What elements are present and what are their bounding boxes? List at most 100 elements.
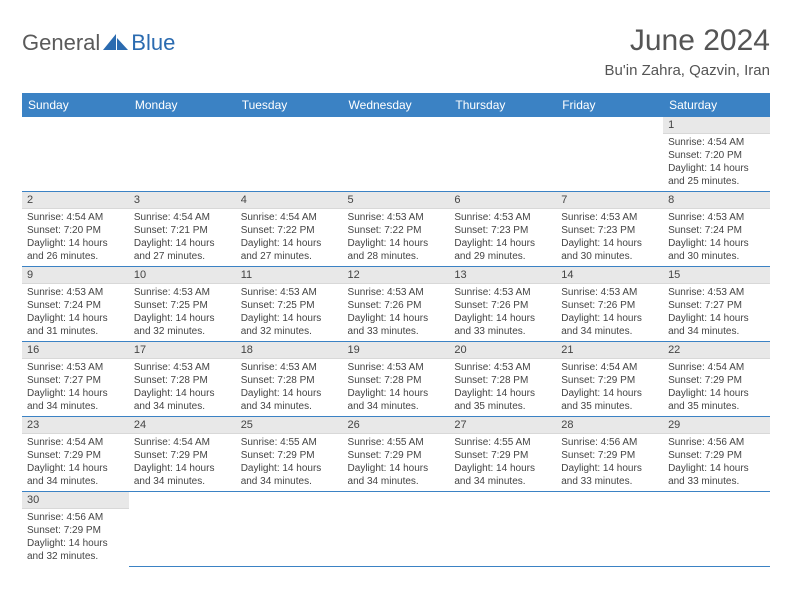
calendar-cell: 20Sunrise: 4:53 AMSunset: 7:28 PMDayligh…	[449, 342, 556, 417]
calendar-cell: 6Sunrise: 4:53 AMSunset: 7:23 PMDaylight…	[449, 192, 556, 267]
calendar-cell: 24Sunrise: 4:54 AMSunset: 7:29 PMDayligh…	[129, 417, 236, 492]
day-details: Sunrise: 4:53 AMSunset: 7:28 PMDaylight:…	[343, 359, 450, 416]
calendar-cell-empty	[22, 117, 129, 192]
logo-text-blue: Blue	[131, 30, 175, 56]
day-details: Sunrise: 4:53 AMSunset: 7:28 PMDaylight:…	[449, 359, 556, 416]
day-number: 17	[129, 342, 236, 359]
day-number: 23	[22, 417, 129, 434]
calendar-table: SundayMondayTuesdayWednesdayThursdayFrid…	[22, 93, 770, 567]
day-details: Sunrise: 4:54 AMSunset: 7:29 PMDaylight:…	[556, 359, 663, 416]
day-number: 7	[556, 192, 663, 209]
weekday-header: Tuesday	[236, 93, 343, 117]
day-number: 14	[556, 267, 663, 284]
day-number: 25	[236, 417, 343, 434]
day-details: Sunrise: 4:55 AMSunset: 7:29 PMDaylight:…	[449, 434, 556, 491]
calendar-cell: 22Sunrise: 4:54 AMSunset: 7:29 PMDayligh…	[663, 342, 770, 417]
day-details: Sunrise: 4:54 AMSunset: 7:20 PMDaylight:…	[22, 209, 129, 266]
calendar-cell: 28Sunrise: 4:56 AMSunset: 7:29 PMDayligh…	[556, 417, 663, 492]
calendar-cell: 11Sunrise: 4:53 AMSunset: 7:25 PMDayligh…	[236, 267, 343, 342]
day-number: 4	[236, 192, 343, 209]
calendar-row: 30Sunrise: 4:56 AMSunset: 7:29 PMDayligh…	[22, 492, 770, 567]
logo: General Blue	[22, 30, 175, 56]
calendar-cell-empty	[449, 117, 556, 192]
weekday-header: Wednesday	[343, 93, 450, 117]
calendar-cell: 23Sunrise: 4:54 AMSunset: 7:29 PMDayligh…	[22, 417, 129, 492]
calendar-cell: 26Sunrise: 4:55 AMSunset: 7:29 PMDayligh…	[343, 417, 450, 492]
day-number: 18	[236, 342, 343, 359]
calendar-cell-empty	[129, 117, 236, 192]
calendar-cell: 7Sunrise: 4:53 AMSunset: 7:23 PMDaylight…	[556, 192, 663, 267]
calendar-cell: 4Sunrise: 4:54 AMSunset: 7:22 PMDaylight…	[236, 192, 343, 267]
day-details: Sunrise: 4:54 AMSunset: 7:29 PMDaylight:…	[129, 434, 236, 491]
day-number: 12	[343, 267, 450, 284]
day-number: 26	[343, 417, 450, 434]
calendar-cell: 30Sunrise: 4:56 AMSunset: 7:29 PMDayligh…	[22, 492, 129, 567]
day-number: 5	[343, 192, 450, 209]
calendar-cell: 15Sunrise: 4:53 AMSunset: 7:27 PMDayligh…	[663, 267, 770, 342]
calendar-cell: 27Sunrise: 4:55 AMSunset: 7:29 PMDayligh…	[449, 417, 556, 492]
day-details: Sunrise: 4:53 AMSunset: 7:25 PMDaylight:…	[129, 284, 236, 341]
calendar-cell: 1Sunrise: 4:54 AMSunset: 7:20 PMDaylight…	[663, 117, 770, 192]
day-number: 30	[22, 492, 129, 509]
day-details: Sunrise: 4:56 AMSunset: 7:29 PMDaylight:…	[556, 434, 663, 491]
location: Bu'in Zahra, Qazvin, Iran	[605, 62, 770, 79]
day-details: Sunrise: 4:53 AMSunset: 7:25 PMDaylight:…	[236, 284, 343, 341]
day-details: Sunrise: 4:53 AMSunset: 7:26 PMDaylight:…	[556, 284, 663, 341]
logo-sail-icon	[103, 33, 129, 51]
weekday-header: Sunday	[22, 93, 129, 117]
calendar-cell: 25Sunrise: 4:55 AMSunset: 7:29 PMDayligh…	[236, 417, 343, 492]
calendar-cell: 13Sunrise: 4:53 AMSunset: 7:26 PMDayligh…	[449, 267, 556, 342]
day-number: 20	[449, 342, 556, 359]
day-details: Sunrise: 4:53 AMSunset: 7:27 PMDaylight:…	[663, 284, 770, 341]
calendar-cell-empty	[343, 117, 450, 192]
day-number: 3	[129, 192, 236, 209]
title-block: June 2024 Bu'in Zahra, Qazvin, Iran	[605, 24, 770, 79]
day-details: Sunrise: 4:55 AMSunset: 7:29 PMDaylight:…	[343, 434, 450, 491]
day-number: 13	[449, 267, 556, 284]
weekday-header: Friday	[556, 93, 663, 117]
day-details: Sunrise: 4:53 AMSunset: 7:24 PMDaylight:…	[22, 284, 129, 341]
day-details: Sunrise: 4:54 AMSunset: 7:20 PMDaylight:…	[663, 134, 770, 191]
day-number: 8	[663, 192, 770, 209]
day-number: 10	[129, 267, 236, 284]
day-details: Sunrise: 4:53 AMSunset: 7:22 PMDaylight:…	[343, 209, 450, 266]
calendar-cell: 21Sunrise: 4:54 AMSunset: 7:29 PMDayligh…	[556, 342, 663, 417]
weekday-header-row: SundayMondayTuesdayWednesdayThursdayFrid…	[22, 93, 770, 117]
calendar-row: 1Sunrise: 4:54 AMSunset: 7:20 PMDaylight…	[22, 117, 770, 192]
calendar-cell-empty	[236, 492, 343, 567]
calendar-row: 9Sunrise: 4:53 AMSunset: 7:24 PMDaylight…	[22, 267, 770, 342]
calendar-cell-empty	[556, 117, 663, 192]
day-number: 1	[663, 117, 770, 134]
day-details: Sunrise: 4:53 AMSunset: 7:28 PMDaylight:…	[129, 359, 236, 416]
day-number: 21	[556, 342, 663, 359]
calendar-cell-empty	[129, 492, 236, 567]
calendar-cell: 17Sunrise: 4:53 AMSunset: 7:28 PMDayligh…	[129, 342, 236, 417]
calendar-cell: 5Sunrise: 4:53 AMSunset: 7:22 PMDaylight…	[343, 192, 450, 267]
month-title: June 2024	[605, 24, 770, 58]
calendar-cell: 3Sunrise: 4:54 AMSunset: 7:21 PMDaylight…	[129, 192, 236, 267]
day-number: 22	[663, 342, 770, 359]
day-number: 27	[449, 417, 556, 434]
day-number: 9	[22, 267, 129, 284]
day-number: 16	[22, 342, 129, 359]
calendar-cell: 9Sunrise: 4:53 AMSunset: 7:24 PMDaylight…	[22, 267, 129, 342]
day-number: 19	[343, 342, 450, 359]
logo-text-dark: General	[22, 30, 100, 56]
day-number: 28	[556, 417, 663, 434]
day-details: Sunrise: 4:53 AMSunset: 7:24 PMDaylight:…	[663, 209, 770, 266]
calendar-cell-empty	[663, 492, 770, 567]
calendar-body: 1Sunrise: 4:54 AMSunset: 7:20 PMDaylight…	[22, 117, 770, 566]
weekday-header: Monday	[129, 93, 236, 117]
day-number: 24	[129, 417, 236, 434]
calendar-cell: 8Sunrise: 4:53 AMSunset: 7:24 PMDaylight…	[663, 192, 770, 267]
day-details: Sunrise: 4:55 AMSunset: 7:29 PMDaylight:…	[236, 434, 343, 491]
day-number: 2	[22, 192, 129, 209]
calendar-cell-empty	[449, 492, 556, 567]
header: General Blue June 2024 Bu'in Zahra, Qazv…	[22, 24, 770, 79]
day-details: Sunrise: 4:54 AMSunset: 7:21 PMDaylight:…	[129, 209, 236, 266]
weekday-header: Thursday	[449, 93, 556, 117]
calendar-cell: 12Sunrise: 4:53 AMSunset: 7:26 PMDayligh…	[343, 267, 450, 342]
day-details: Sunrise: 4:56 AMSunset: 7:29 PMDaylight:…	[22, 509, 129, 566]
calendar-row: 16Sunrise: 4:53 AMSunset: 7:27 PMDayligh…	[22, 342, 770, 417]
day-details: Sunrise: 4:54 AMSunset: 7:29 PMDaylight:…	[22, 434, 129, 491]
